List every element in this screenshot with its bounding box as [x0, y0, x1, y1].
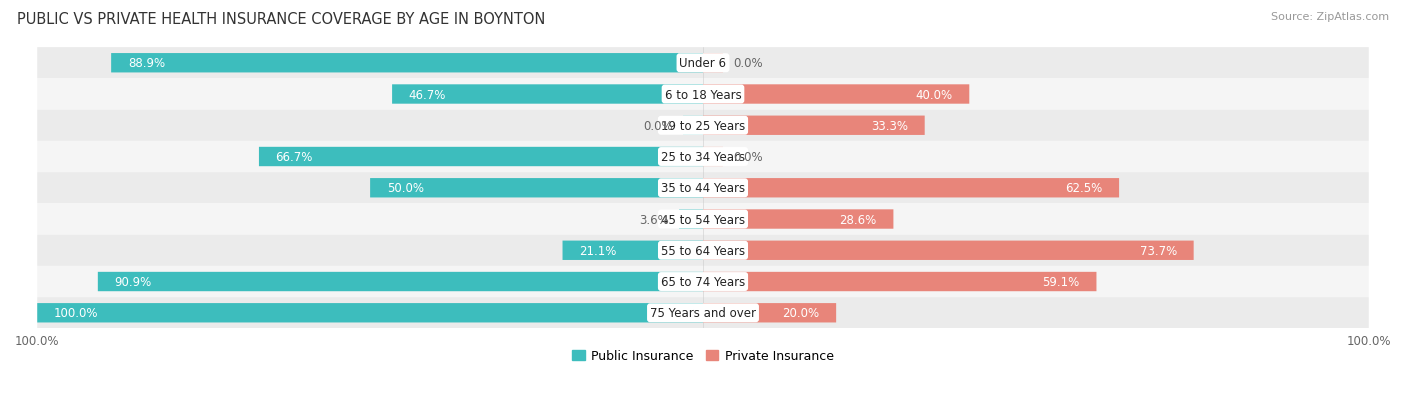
FancyBboxPatch shape	[37, 110, 1369, 142]
Text: 50.0%: 50.0%	[387, 182, 423, 195]
Text: 0.0%: 0.0%	[644, 119, 673, 133]
FancyBboxPatch shape	[703, 272, 1097, 292]
FancyBboxPatch shape	[370, 179, 703, 198]
FancyBboxPatch shape	[562, 241, 703, 260]
Text: 73.7%: 73.7%	[1140, 244, 1177, 257]
FancyBboxPatch shape	[703, 54, 723, 73]
FancyBboxPatch shape	[703, 85, 969, 104]
Text: 90.9%: 90.9%	[114, 275, 152, 288]
FancyBboxPatch shape	[37, 204, 1369, 235]
Text: 65 to 74 Years: 65 to 74 Years	[661, 275, 745, 288]
Text: 62.5%: 62.5%	[1066, 182, 1102, 195]
FancyBboxPatch shape	[683, 116, 703, 135]
Text: 46.7%: 46.7%	[409, 88, 446, 101]
FancyBboxPatch shape	[37, 297, 1369, 329]
FancyBboxPatch shape	[679, 210, 703, 229]
Text: 28.6%: 28.6%	[839, 213, 877, 226]
Text: 6 to 18 Years: 6 to 18 Years	[665, 88, 741, 101]
FancyBboxPatch shape	[37, 48, 1369, 79]
Text: Source: ZipAtlas.com: Source: ZipAtlas.com	[1271, 12, 1389, 22]
Text: Under 6: Under 6	[679, 57, 727, 70]
FancyBboxPatch shape	[392, 85, 703, 104]
FancyBboxPatch shape	[703, 179, 1119, 198]
FancyBboxPatch shape	[37, 79, 1369, 110]
FancyBboxPatch shape	[703, 210, 893, 229]
FancyBboxPatch shape	[37, 266, 1369, 297]
FancyBboxPatch shape	[703, 116, 925, 135]
FancyBboxPatch shape	[259, 147, 703, 167]
Legend: Public Insurance, Private Insurance: Public Insurance, Private Insurance	[567, 344, 839, 367]
FancyBboxPatch shape	[37, 304, 703, 323]
FancyBboxPatch shape	[37, 235, 1369, 266]
Text: 59.1%: 59.1%	[1043, 275, 1080, 288]
Text: 21.1%: 21.1%	[579, 244, 617, 257]
Text: 66.7%: 66.7%	[276, 151, 314, 164]
Text: 0.0%: 0.0%	[733, 57, 762, 70]
FancyBboxPatch shape	[703, 147, 723, 167]
FancyBboxPatch shape	[98, 272, 703, 292]
Text: 100.0%: 100.0%	[53, 306, 98, 320]
FancyBboxPatch shape	[37, 173, 1369, 204]
Text: 35 to 44 Years: 35 to 44 Years	[661, 182, 745, 195]
FancyBboxPatch shape	[37, 142, 1369, 173]
Text: 3.6%: 3.6%	[640, 213, 669, 226]
Text: 45 to 54 Years: 45 to 54 Years	[661, 213, 745, 226]
Text: 75 Years and over: 75 Years and over	[650, 306, 756, 320]
Text: 33.3%: 33.3%	[872, 119, 908, 133]
FancyBboxPatch shape	[111, 54, 703, 73]
Text: 25 to 34 Years: 25 to 34 Years	[661, 151, 745, 164]
Text: 19 to 25 Years: 19 to 25 Years	[661, 119, 745, 133]
Text: 0.0%: 0.0%	[733, 151, 762, 164]
Text: PUBLIC VS PRIVATE HEALTH INSURANCE COVERAGE BY AGE IN BOYNTON: PUBLIC VS PRIVATE HEALTH INSURANCE COVER…	[17, 12, 546, 27]
Text: 40.0%: 40.0%	[915, 88, 953, 101]
Text: 20.0%: 20.0%	[782, 306, 820, 320]
FancyBboxPatch shape	[703, 241, 1194, 260]
FancyBboxPatch shape	[703, 304, 837, 323]
Text: 55 to 64 Years: 55 to 64 Years	[661, 244, 745, 257]
Text: 88.9%: 88.9%	[128, 57, 165, 70]
